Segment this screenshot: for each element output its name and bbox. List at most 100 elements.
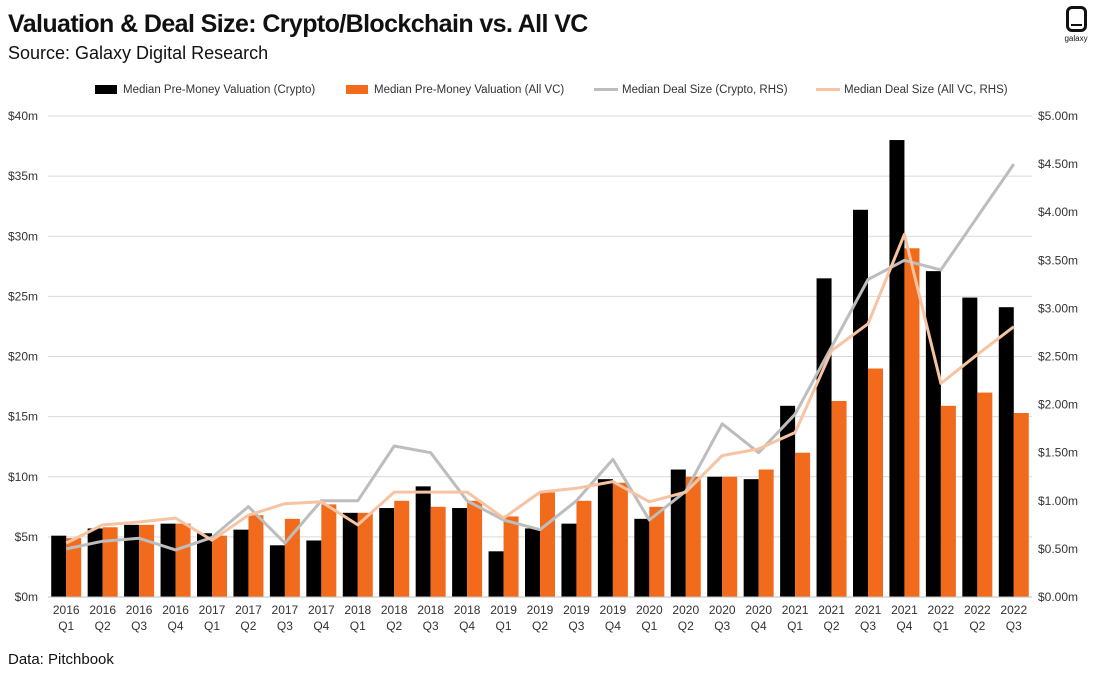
bar-allvc-valuation [940,405,956,597]
y-left-tick-label: $10m [8,470,38,484]
x-tick-label-year: 2017 [308,603,335,617]
x-tick-label-quarter: Q2 [824,619,840,633]
x-tick-label-year: 2021 [782,603,809,617]
legend-label: Median Deal Size (Crypto, RHS) [622,84,788,96]
bar-allvc-valuation [540,492,555,597]
x-tick-label-year: 2018 [344,603,371,617]
legend-swatch [346,85,368,94]
x-tick-label-year: 2016 [126,603,153,617]
chart-subtitle: Source: Galaxy Digital Research [8,43,269,63]
x-tick-label-year: 2016 [162,603,189,617]
x-tick-label-year: 2019 [490,603,517,617]
bar-crypto-valuation [197,533,212,597]
y-left-tick-label: $20m [8,350,38,364]
y-right-tick-label: $0.00m [1038,590,1078,604]
x-tick-label-quarter: Q4 [896,619,912,633]
bar-crypto-valuation [816,278,832,597]
x-tick-label-quarter: Q4 [313,619,329,633]
x-tick-label-quarter: Q3 [1006,619,1022,633]
x-tick-label-quarter: Q1 [350,619,366,633]
x-tick-label-year: 2021 [891,603,918,617]
y-right-tick-label: $3.50m [1038,253,1078,267]
bar-crypto-valuation [488,551,504,597]
x-tick-label-year: 2019 [600,603,627,617]
legend: Median Pre-Money Valuation (Crypto) Media… [95,84,1008,96]
x-tick-label-quarter: Q1 [787,619,803,633]
x-tick-label-quarter: Q2 [240,619,256,633]
bar-allvc-valuation [139,524,155,597]
bar-crypto-valuation [634,518,650,597]
bar-allvc-valuation [576,500,592,597]
bar-crypto-valuation [889,140,905,598]
x-tick-label-year: 2016 [53,603,80,617]
bar-crypto-valuation [743,479,759,597]
x-tick-label-quarter: Q1 [641,619,657,633]
y-right-tick-label: $1.50m [1038,446,1078,460]
bar-crypto-valuation [670,469,686,597]
x-tick-label-year: 2017 [235,603,262,617]
bar-crypto-valuation [452,508,468,597]
data-source-note: Data: Pitchbook [8,651,114,668]
x-tick-label-quarter: Q2 [386,619,402,633]
bar-crypto-valuation [853,209,868,598]
bar-allvc-valuation [394,500,410,597]
bar-crypto-valuation [561,523,577,597]
bars-group [51,140,1029,598]
bar-allvc-valuation [722,476,738,597]
line-allvc-deal-size [65,232,1015,545]
y-left-tick-label: $40m [8,109,38,123]
y-right-tick-label: $1.00m [1038,494,1078,508]
bar-allvc-valuation [977,392,993,597]
x-tick-label-year: 2020 [672,603,699,617]
y-left-tick-label: $35m [8,169,38,183]
bar-allvc-valuation [868,368,883,597]
x-tick-label-year: 2020 [636,603,663,617]
x-tick-label-year: 2016 [89,603,116,617]
bar-crypto-valuation [597,479,613,597]
x-tick-label-quarter: Q1 [933,619,949,633]
bar-allvc-valuation [102,527,118,597]
bar-crypto-valuation [160,523,176,597]
x-tick-label-year: 2022 [1000,603,1027,617]
bar-crypto-valuation [962,297,978,597]
bar-allvc-valuation [649,506,665,597]
gridlines [48,115,1032,538]
y-left-tick-label: $25m [8,289,38,303]
axes-group: $0m $5m $10m $15m $20m $25m $30m $35m $40m $0.00m… [8,109,1078,633]
line-crypto-deal-size [65,163,1016,552]
bar-allvc-valuation [612,482,628,597]
y-right-tick-label: $4.50m [1038,157,1078,171]
bar-allvc-valuation [248,515,264,597]
bar-crypto-valuation [525,528,540,597]
bar-crypto-valuation [233,529,249,597]
bar-crypto-valuation [998,307,1014,597]
y-left-tick-label: $0m [15,590,38,604]
x-tick-label-year: 2021 [855,603,882,617]
bar-allvc-valuation [758,469,774,597]
x-tick-label-quarter: Q3 [714,619,730,633]
bar-allvc-valuation [503,516,519,597]
legend-swatch [95,85,117,94]
chart-title: Valuation & Deal Size: Crypto/Blockchain… [8,10,588,38]
y-left-tick-label: $15m [8,410,38,424]
x-tick-label-year: 2017 [272,603,299,617]
y-right-tick-label: $5.00m [1038,109,1078,123]
bar-allvc-valuation [321,504,337,597]
bar-crypto-valuation [51,535,67,597]
bar-crypto-valuation [306,540,322,597]
legend-label: Median Pre-Money Valuation (All VC) [374,84,564,96]
x-tick-label-year: 2019 [563,603,590,617]
legend-label: Median Deal Size (All VC, RHS) [844,84,1008,96]
bar-allvc-valuation [467,500,483,597]
x-tick-label-quarter: Q1 [58,619,74,633]
x-tick-label-year: 2019 [527,603,554,617]
bar-allvc-valuation [66,538,82,597]
bar-allvc-valuation [1013,413,1029,597]
bar-crypto-valuation [269,545,285,597]
bar-allvc-valuation [795,452,811,597]
x-tick-label-quarter: Q3 [860,619,876,633]
y-right-tick-label: $0.50m [1038,542,1078,556]
y-left-tick-label: $30m [8,229,38,243]
lines-group [65,163,1016,552]
x-tick-label-quarter: Q2 [678,619,694,633]
